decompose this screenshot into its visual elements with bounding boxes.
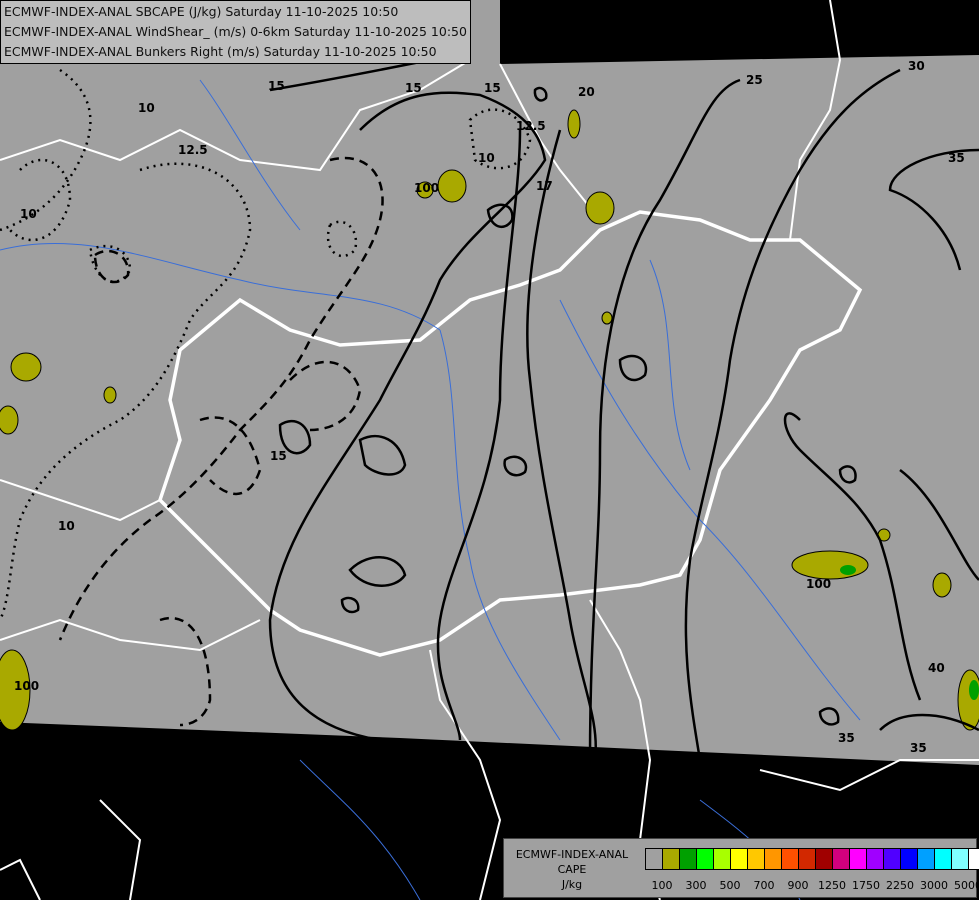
legend-swatch (833, 849, 850, 869)
legend-tick-label: 1250 (818, 879, 846, 892)
legend-tick-label: 100 (651, 879, 673, 892)
legend-tick-label: 5000 (954, 879, 979, 892)
legend-swatch (646, 849, 663, 869)
windshear-contours (268, 58, 979, 761)
legend-swatch (952, 849, 969, 869)
legend-tick-label: 300 (685, 879, 707, 892)
legend-swatch (782, 849, 799, 869)
legend-title-line: J/kg (561, 878, 583, 891)
legend-tick-label: 1750 (852, 879, 880, 892)
legend-swatch (731, 849, 748, 869)
legend-tick-label: 700 (753, 879, 775, 892)
svg-text:40: 40 (928, 661, 945, 675)
svg-text:100: 100 (806, 577, 831, 591)
legend-ticks: 100 300 500 700 900 1250 1750 2250 3000 5000 (645, 873, 979, 893)
cape-300-areas (840, 565, 979, 700)
title-sbcape: ECMWF-INDEX-ANAL SBCAPE (J/kg) Saturday … (4, 4, 399, 19)
legend-swatch (884, 849, 901, 869)
legend-swatch (680, 849, 697, 869)
legend-swatch (816, 849, 833, 869)
svg-text:12.5: 12.5 (516, 119, 546, 133)
contour-labels: 15 15 15 25 30 35 40 35 35 17 20 10 12.5… (14, 59, 965, 755)
svg-text:30: 30 (908, 59, 925, 73)
legend-title: ECMWF-INDEX-ANAL CAPE J/kg (508, 847, 636, 892)
legend-tick-label: 2250 (886, 879, 914, 892)
svg-text:15: 15 (270, 449, 287, 463)
legend-swatch (714, 849, 731, 869)
legend-title-line: ECMWF-INDEX-ANAL (515, 848, 629, 861)
svg-text:25: 25 (746, 73, 763, 87)
svg-text:15: 15 (484, 81, 501, 95)
legend-swatch (850, 849, 867, 869)
legend-swatch (969, 849, 979, 869)
bunkers-contours (0, 68, 532, 727)
title-windshear: ECMWF-INDEX-ANAL WindShear_ (m/s) 0-6km … (4, 24, 467, 39)
legend-swatch (935, 849, 952, 869)
legend-tick-label: 500 (719, 879, 741, 892)
svg-text:35: 35 (838, 731, 855, 745)
svg-text:17: 17 (536, 179, 553, 193)
cape-legend: ECMWF-INDEX-ANAL CAPE J/kg 100 300 500 700 9… (503, 838, 979, 898)
rivers (0, 79, 861, 900)
legend-swatch (697, 849, 714, 869)
legend-swatch (765, 849, 782, 869)
svg-text:20: 20 (578, 85, 595, 99)
svg-text:100: 100 (414, 181, 439, 195)
legend-swatch (799, 849, 816, 869)
legend-swatch (663, 849, 680, 869)
svg-text:35: 35 (948, 151, 965, 165)
svg-text:10: 10 (478, 151, 495, 165)
legend-tick-label: 3000 (920, 879, 948, 892)
svg-text:10: 10 (58, 519, 75, 533)
svg-text:15: 15 (405, 81, 422, 95)
legend-swatches (645, 848, 979, 870)
svg-text:10: 10 (20, 207, 37, 221)
legend-swatch (748, 849, 765, 869)
map-titles: ECMWF-INDEX-ANAL SBCAPE (J/kg) Saturday … (0, 0, 471, 64)
svg-text:10: 10 (138, 101, 155, 115)
legend-title-line: CAPE (557, 863, 587, 876)
svg-text:15: 15 (268, 79, 285, 93)
model-domain (0, 0, 979, 765)
title-bunkers: ECMWF-INDEX-ANAL Bunkers Right (m/s) Sat… (4, 44, 437, 59)
legend-tick-label: 900 (787, 879, 809, 892)
svg-text:12.5: 12.5 (178, 143, 208, 157)
cape-areas (0, 109, 979, 731)
svg-text:100: 100 (14, 679, 39, 693)
legend-swatch (867, 849, 884, 869)
legend-swatch (918, 849, 935, 869)
legend-swatch (901, 849, 918, 869)
svg-text:35: 35 (910, 741, 927, 755)
